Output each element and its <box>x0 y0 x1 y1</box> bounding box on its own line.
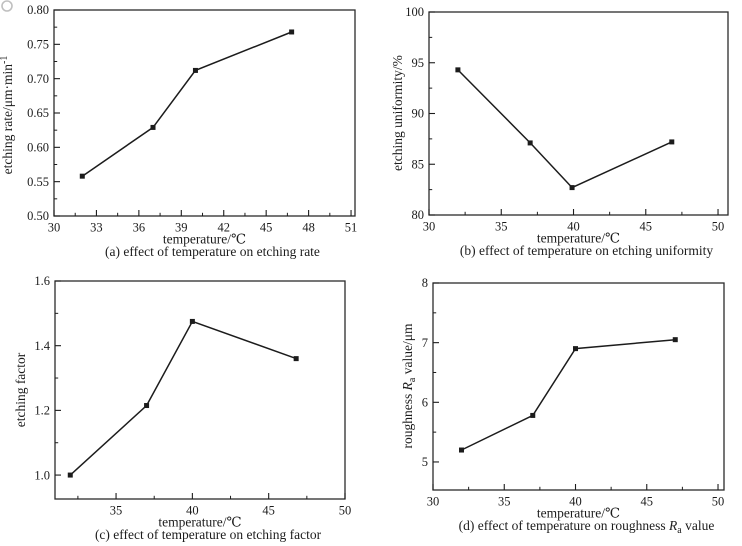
y-tick-label: 95 <box>412 56 425 70</box>
y-axis-label: etching factor <box>13 352 28 427</box>
data-point <box>530 412 536 418</box>
data-point <box>192 67 198 73</box>
plot-frame <box>53 9 356 217</box>
x-tick-label: 35 <box>110 504 123 518</box>
x-tick-label: 42 <box>217 221 230 235</box>
y-axis-label: etching rate/μm·min-1 <box>0 56 15 175</box>
y-tick-label: 1.6 <box>34 274 50 288</box>
x-axis-label: temperature/℃ <box>163 232 246 247</box>
data-point <box>459 447 465 453</box>
x-tick-label: 50 <box>712 220 725 234</box>
x-tick-label: 39 <box>175 221 188 235</box>
y-tick-label: 8 <box>422 276 428 290</box>
y-tick-label: 1.4 <box>34 339 50 353</box>
y-tick-label: 1.0 <box>34 468 50 482</box>
y-tick-label: 5 <box>422 455 428 469</box>
x-tick-label: 40 <box>186 504 199 518</box>
y-tick-label: 0.50 <box>27 209 49 223</box>
chart-caption: (c) effect of temperature on etching fac… <box>95 527 322 542</box>
data-point <box>455 67 461 73</box>
data-point <box>569 185 575 191</box>
x-axis-label: temperature/℃ <box>537 231 620 246</box>
data-point <box>573 346 579 352</box>
data-line <box>81 31 292 177</box>
data-line <box>69 320 297 476</box>
chart-c: 35 40 45 50 1.0 1.2 1.4 1.6 temperature/℃ etching… <box>13 274 351 542</box>
data-point <box>289 29 295 35</box>
x-tick-label: 35 <box>498 495 511 509</box>
x-tick-label: 40 <box>569 495 582 509</box>
y-tick-label: 0.70 <box>27 72 49 86</box>
y-tick-label: 90 <box>412 107 425 121</box>
chart-b: 30 35 40 45 50 80 85 90 95 100 temperature/℃ etchin… <box>390 5 729 258</box>
y-tick-label: 0.55 <box>27 175 49 189</box>
x-axis-label: temperature/℃ <box>537 506 620 521</box>
y-tick-label: 0.75 <box>27 38 49 52</box>
x-tick-label: 45 <box>262 504 275 518</box>
scan-artifact <box>1 0 13 12</box>
data-point <box>150 124 156 130</box>
data-point <box>527 140 533 146</box>
y-tick-label: 0.65 <box>27 106 49 120</box>
data-point <box>672 337 678 343</box>
x-tick-label: 45 <box>641 495 654 509</box>
x-tick-label: 30 <box>427 495 440 509</box>
x-tick-label: 51 <box>345 221 358 235</box>
y-tick-label: 0.60 <box>27 141 49 155</box>
y-tick-label: 0.80 <box>27 3 49 17</box>
chart-d: 30 35 40 45 50 5 6 7 8 temperature/℃ roughness Ra … <box>400 276 725 536</box>
chart-a: 30 33 36 39 42 45 48 51 0.50 0.55 0.60 0.65 0.70 0.75… <box>0 3 357 259</box>
y-tick-label: 85 <box>412 157 425 171</box>
x-tick-label: 33 <box>90 221 103 235</box>
x-tick-label: 45 <box>640 220 653 234</box>
x-tick-label: 40 <box>567 220 580 234</box>
y-axis-label: etching uniformity/% <box>390 55 405 171</box>
y-tick-label: 100 <box>405 5 424 19</box>
data-point <box>669 139 675 145</box>
x-tick-label: 30 <box>423 220 436 234</box>
data-line <box>461 338 676 451</box>
x-axis-label: temperature/℃ <box>158 515 241 530</box>
y-tick-label: 6 <box>422 396 428 410</box>
plot-frame <box>432 282 725 491</box>
chart-caption: (b) effect of temperature on etching uni… <box>460 243 713 258</box>
x-tick-label: 35 <box>495 220 508 234</box>
chart-caption: (d) effect of temperature on roughness R… <box>459 518 715 536</box>
x-tick-label: 36 <box>133 221 146 235</box>
x-tick-label: 50 <box>712 495 725 509</box>
data-point <box>189 318 195 324</box>
x-tick-label: 45 <box>260 221 273 235</box>
y-tick-label: 1.2 <box>34 404 50 418</box>
data-point <box>67 472 73 478</box>
data-point <box>293 356 299 362</box>
y-axis-label: roughness Ra value/μm <box>400 323 418 448</box>
x-tick-label: 30 <box>48 221 61 235</box>
y-tick-label: 80 <box>412 208 425 222</box>
x-tick-label: 50 <box>339 504 352 518</box>
chart-caption: (a) effect of temperature on etching rat… <box>105 244 320 259</box>
plot-frame <box>54 280 346 500</box>
data-line <box>457 69 673 189</box>
x-tick-label: 48 <box>302 221 315 235</box>
y-tick-label: 7 <box>422 336 428 350</box>
data-point <box>79 173 85 179</box>
data-point <box>144 403 150 409</box>
